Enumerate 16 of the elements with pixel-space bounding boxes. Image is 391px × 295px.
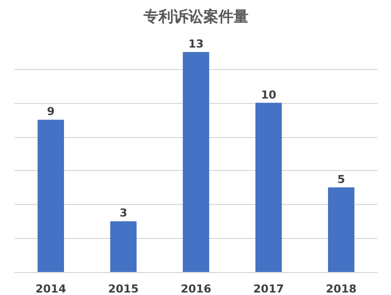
bar (182, 52, 210, 272)
data-label: 9 (46, 105, 55, 118)
x-tick-label: 2018 (326, 282, 357, 295)
x-tick-label: 2015 (108, 282, 139, 295)
bar (38, 120, 64, 272)
chart-title: 专利诉讼案件量 (142, 8, 248, 26)
x-tick-label: 2014 (35, 282, 66, 295)
data-label: 10 (260, 88, 277, 102)
data-label: 5 (337, 172, 346, 186)
bar (328, 187, 354, 272)
data-label: 13 (188, 38, 204, 50)
x-tick-label: 2016 (180, 282, 212, 295)
x-tick-label: 2017 (253, 282, 284, 295)
bar (255, 102, 282, 272)
bar (110, 221, 137, 272)
data-label: 3 (120, 206, 128, 220)
